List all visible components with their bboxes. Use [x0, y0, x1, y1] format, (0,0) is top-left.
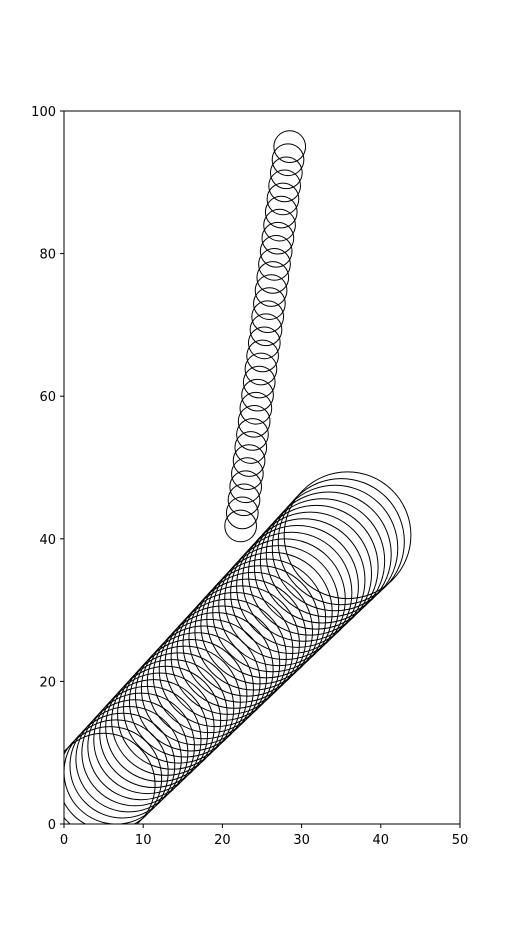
circle-mark-s0-6	[234, 431, 268, 464]
circle-mark-s0-20	[258, 248, 291, 281]
circle-mark-s1-1	[64, 726, 163, 824]
circle-mark-s1-24	[194, 571, 314, 691]
x-tick-label-1: 10	[135, 833, 152, 848]
circle-mark-s1-30	[230, 531, 353, 654]
y-tick-label-2: 40	[39, 533, 56, 548]
circle-mark-s0-15	[249, 313, 283, 347]
circle-mark-s0-21	[259, 234, 293, 268]
x-tick-label-0: 0	[60, 833, 68, 848]
circle-mark-s0-19	[256, 261, 290, 294]
circle-mark-s0-0	[224, 509, 257, 543]
circle-mark-s0-17	[253, 287, 286, 320]
circle-mark-s1-29	[224, 538, 346, 661]
circle-mark-s0-25	[266, 182, 300, 216]
circle-mark-s1-38	[277, 478, 405, 606]
circle-mark-s1-13	[128, 645, 241, 758]
circle-mark-s1-31	[236, 525, 359, 648]
circle-mark-s1-20	[170, 598, 287, 715]
circle-mark-s0-5	[232, 444, 266, 477]
circle-mark-s1-16	[146, 625, 261, 740]
circle-mark-s0-29	[273, 130, 307, 163]
circle-mark-s1-36	[265, 491, 392, 618]
circle-mark-s0-16	[251, 300, 285, 334]
circle-mark-s0-7	[236, 418, 269, 451]
circle-mark-s0-9	[239, 391, 273, 425]
x-tick-label-2: 20	[214, 833, 231, 848]
circle-mark-s1-23	[188, 578, 307, 697]
plot-frame	[63, 110, 461, 825]
circle-mark-s0-18	[254, 274, 288, 307]
circle-mark-s0-3	[229, 470, 263, 504]
circle-mark-s0-23	[263, 208, 296, 242]
x-axis: 0 10 20 30 40 50	[60, 824, 468, 848]
circle-mark-s1-22	[182, 585, 300, 703]
circle-mark-s0-12	[244, 352, 278, 386]
circle-mark-s1-37	[271, 484, 399, 612]
circle-mark-s0-8	[237, 404, 271, 438]
circle-mark-s0-13	[246, 339, 279, 373]
circle-mark-s1-5	[81, 699, 189, 807]
circle-mark-s0-24	[264, 195, 298, 229]
circle-mark-s1-17	[152, 618, 268, 734]
y-tick-label-4: 80	[39, 248, 56, 263]
y-tick-label-5: 100	[31, 105, 56, 120]
circle-marks	[64, 130, 412, 824]
circle-mark-s0-14	[247, 326, 281, 360]
circle-mark-s1-25	[200, 565, 320, 685]
circle-mark-s0-4	[231, 457, 264, 490]
circle-mark-s1-32	[242, 518, 366, 642]
circle-mark-s1-3	[69, 712, 176, 819]
circle-mark-s1-33	[247, 511, 373, 636]
circle-mark-s0-1	[225, 496, 259, 530]
circle-mark-s1-0	[64, 732, 156, 824]
circle-mark-s1-34	[253, 504, 379, 630]
circle-mark-s1-39	[283, 471, 412, 600]
circle-mark-s0-10	[241, 378, 274, 412]
circle-mark-s0-2	[227, 483, 261, 517]
circle-mark-s1-14	[134, 638, 248, 752]
circle-mark-s0-26	[268, 169, 301, 203]
circle-mark-s1-19	[164, 605, 281, 721]
circle-mark-s0-28	[271, 143, 305, 177]
y-tick-label-1: 20	[39, 675, 56, 690]
circle-mark-s1-15	[140, 632, 254, 746]
circle-mark-s1-9	[105, 672, 215, 782]
x-tick-label-4: 40	[373, 833, 390, 848]
circle-mark-s0-22	[261, 221, 295, 255]
circle-mark-s1-18	[158, 612, 274, 728]
x-tick-label-3: 30	[293, 833, 310, 848]
circle-mark-s1-4	[75, 705, 182, 813]
circle-mark-s1-21	[176, 592, 294, 709]
y-tick-label-3: 60	[39, 390, 56, 405]
circle-mark-s0-11	[242, 365, 276, 399]
circle-mark-s1-35	[259, 498, 386, 624]
y-tick-label-0: 0	[48, 818, 56, 833]
circle-mark-s0-27	[269, 156, 303, 190]
x-tick-label-5: 50	[452, 833, 469, 848]
y-axis: 0 20 40 60 80 100	[31, 105, 64, 833]
